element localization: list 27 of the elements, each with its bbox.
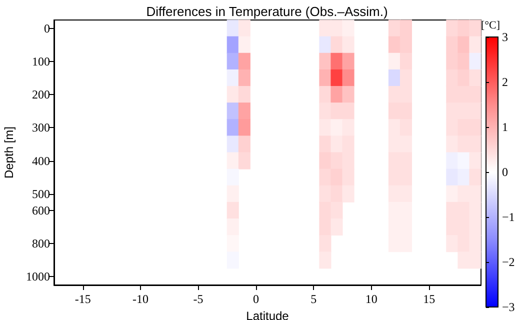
y-tick-label: 400 xyxy=(32,154,50,168)
x-axis-title: Latitude xyxy=(246,308,290,320)
x-tick-label: -10 xyxy=(132,292,149,306)
y-tick-label: 100 xyxy=(32,54,50,68)
x-tick-label: 0 xyxy=(252,292,259,306)
x-tick-label: 5 xyxy=(310,292,317,306)
y-axis-title: Depth [m] xyxy=(2,126,16,179)
y-tick-label: 500 xyxy=(32,186,50,201)
color-bar-label: −3 xyxy=(502,300,515,314)
color-bar-label: 0 xyxy=(502,165,508,179)
y-tick-label: 600 xyxy=(32,203,50,218)
color-bar-label: −2 xyxy=(502,255,515,269)
x-tick-label: -5 xyxy=(193,292,204,306)
x-tick-label: -15 xyxy=(74,292,91,306)
color-bar-label: 2 xyxy=(502,75,508,89)
color-bar-label: −1 xyxy=(502,210,515,224)
color-bar-label: 3 xyxy=(502,30,508,44)
y-tick-label: 0 xyxy=(44,21,50,36)
color-bar-title: [°C] xyxy=(480,20,500,32)
y-tick-label: 300 xyxy=(32,120,50,135)
y-tick-label: 800 xyxy=(32,236,50,251)
x-tick-label: 15 xyxy=(423,292,436,306)
y-tick-label: 200 xyxy=(32,88,50,102)
color-bar-label: 1 xyxy=(502,120,508,134)
chart-title: Differences in Temperature (Obs.–Assim.) xyxy=(146,4,388,19)
x-tick-label: 10 xyxy=(365,292,378,306)
y-tick-label: 1000 xyxy=(26,270,50,284)
